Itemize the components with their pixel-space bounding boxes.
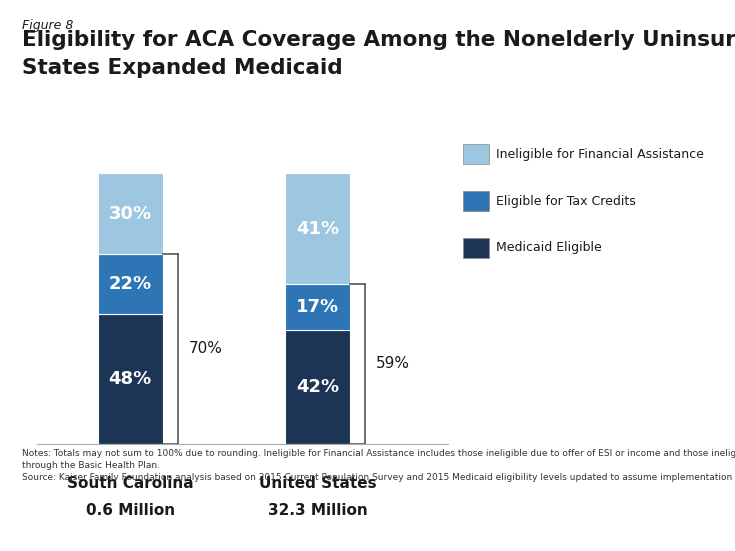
Text: Notes: Totals may not sum to 100% due to rounding. Ineligible for Financial Assi: Notes: Totals may not sum to 100% due to… bbox=[22, 449, 735, 482]
Text: South Carolina: South Carolina bbox=[67, 476, 193, 491]
Text: Medicaid Eligible: Medicaid Eligible bbox=[496, 241, 602, 255]
Bar bbox=[284, 330, 350, 444]
Text: 32.3 Million: 32.3 Million bbox=[268, 503, 368, 518]
Text: 42%: 42% bbox=[295, 378, 339, 396]
Text: Ineligible for Financial Assistance: Ineligible for Financial Assistance bbox=[496, 148, 704, 161]
Text: KAISER: KAISER bbox=[638, 492, 692, 505]
Text: FOUNDATION: FOUNDATION bbox=[645, 527, 686, 532]
Text: 17%: 17% bbox=[295, 298, 339, 316]
Text: 22%: 22% bbox=[109, 275, 152, 293]
Bar bbox=[98, 314, 163, 444]
Text: States Expanded Medicaid: States Expanded Medicaid bbox=[22, 58, 343, 78]
Bar bbox=[98, 254, 163, 314]
Text: FAMILY: FAMILY bbox=[644, 508, 686, 518]
Text: 70%: 70% bbox=[189, 342, 223, 356]
Bar bbox=[284, 173, 350, 284]
Text: Eligible for Tax Credits: Eligible for Tax Credits bbox=[496, 195, 636, 208]
Text: Eligibility for ACA Coverage Among the Nonelderly Uninsured if All: Eligibility for ACA Coverage Among the N… bbox=[22, 30, 735, 50]
Bar bbox=[98, 173, 163, 254]
Text: United States: United States bbox=[259, 476, 376, 491]
Text: 48%: 48% bbox=[109, 370, 152, 388]
Text: 41%: 41% bbox=[295, 219, 339, 237]
Text: THE HENRY J.: THE HENRY J. bbox=[645, 482, 686, 487]
Text: 30%: 30% bbox=[109, 204, 152, 223]
Text: 59%: 59% bbox=[376, 356, 410, 371]
Bar bbox=[284, 284, 350, 330]
Text: Figure 8: Figure 8 bbox=[22, 19, 74, 33]
Text: 0.6 Million: 0.6 Million bbox=[86, 503, 175, 518]
